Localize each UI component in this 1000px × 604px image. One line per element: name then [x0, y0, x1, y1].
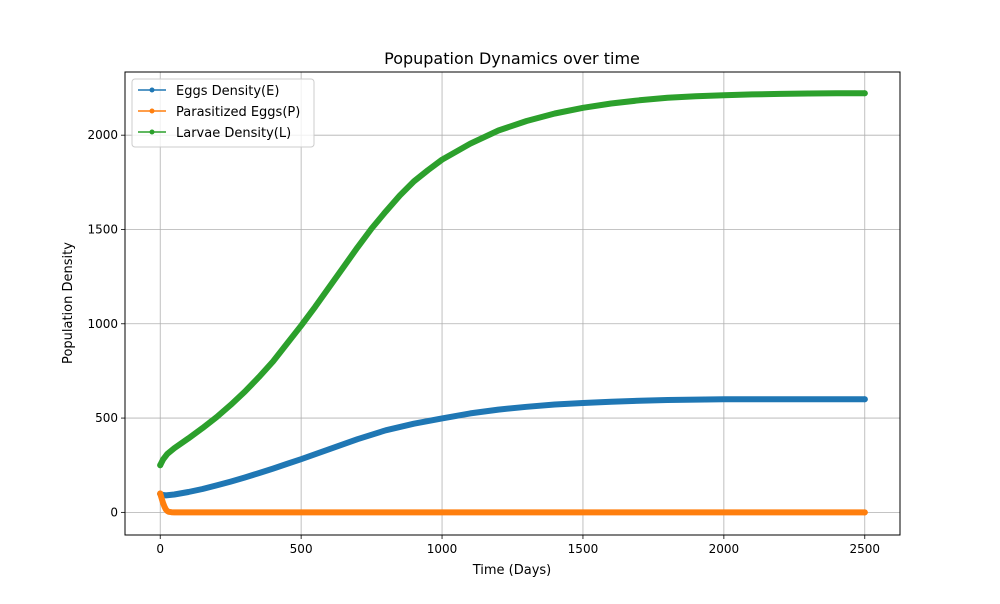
series-line-2 — [157, 90, 868, 469]
x-tick-label: 2500 — [849, 542, 880, 556]
series-layer — [157, 90, 868, 516]
legend-label: Larvae Density(L) — [176, 126, 291, 141]
series-start-point — [157, 490, 164, 497]
series-line-0 — [157, 396, 868, 499]
legend-swatch-marker — [149, 129, 155, 135]
series-end-point — [861, 396, 868, 403]
legend-swatch-marker — [149, 87, 155, 93]
x-tick-label: 0 — [156, 542, 164, 556]
legend-label: Parasitized Eggs(P) — [176, 105, 300, 120]
y-tick-label: 500 — [95, 411, 118, 425]
legend-label: Eggs Density(E) — [176, 84, 279, 99]
ticks: 0 500 1000 1500 2000 2500 0 500 1000 1500 2000 — [87, 128, 880, 556]
y-tick-label: 1500 — [87, 222, 118, 236]
x-tick-label: 1500 — [568, 542, 599, 556]
legend-swatch-marker — [149, 108, 155, 114]
series-line-1 — [157, 490, 868, 516]
y-tick-label: 0 — [110, 505, 118, 519]
x-tick-label: 1000 — [427, 542, 458, 556]
series-end-point — [861, 90, 868, 97]
x-tick-label: 2000 — [709, 542, 740, 556]
series-start-point — [157, 462, 164, 469]
series-end-point — [861, 509, 868, 516]
legend: Eggs Density(E) Parasitized Eggs(P) Larvae… — [131, 78, 315, 148]
y-axis-label: Population Density — [61, 242, 76, 364]
legend-box — [131, 78, 315, 148]
x-axis-label: Time (Days) — [472, 563, 552, 578]
y-tick-label: 2000 — [87, 128, 118, 142]
axes-frame — [124, 71, 901, 536]
x-tick-label: 500 — [290, 542, 313, 556]
chart-title: Popupation Dynamics over time — [384, 49, 640, 68]
y-tick-label: 1000 — [87, 317, 118, 331]
